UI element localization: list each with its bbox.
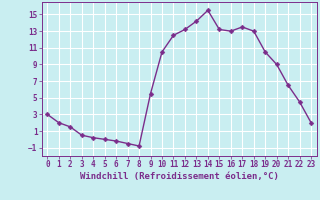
- X-axis label: Windchill (Refroidissement éolien,°C): Windchill (Refroidissement éolien,°C): [80, 172, 279, 181]
